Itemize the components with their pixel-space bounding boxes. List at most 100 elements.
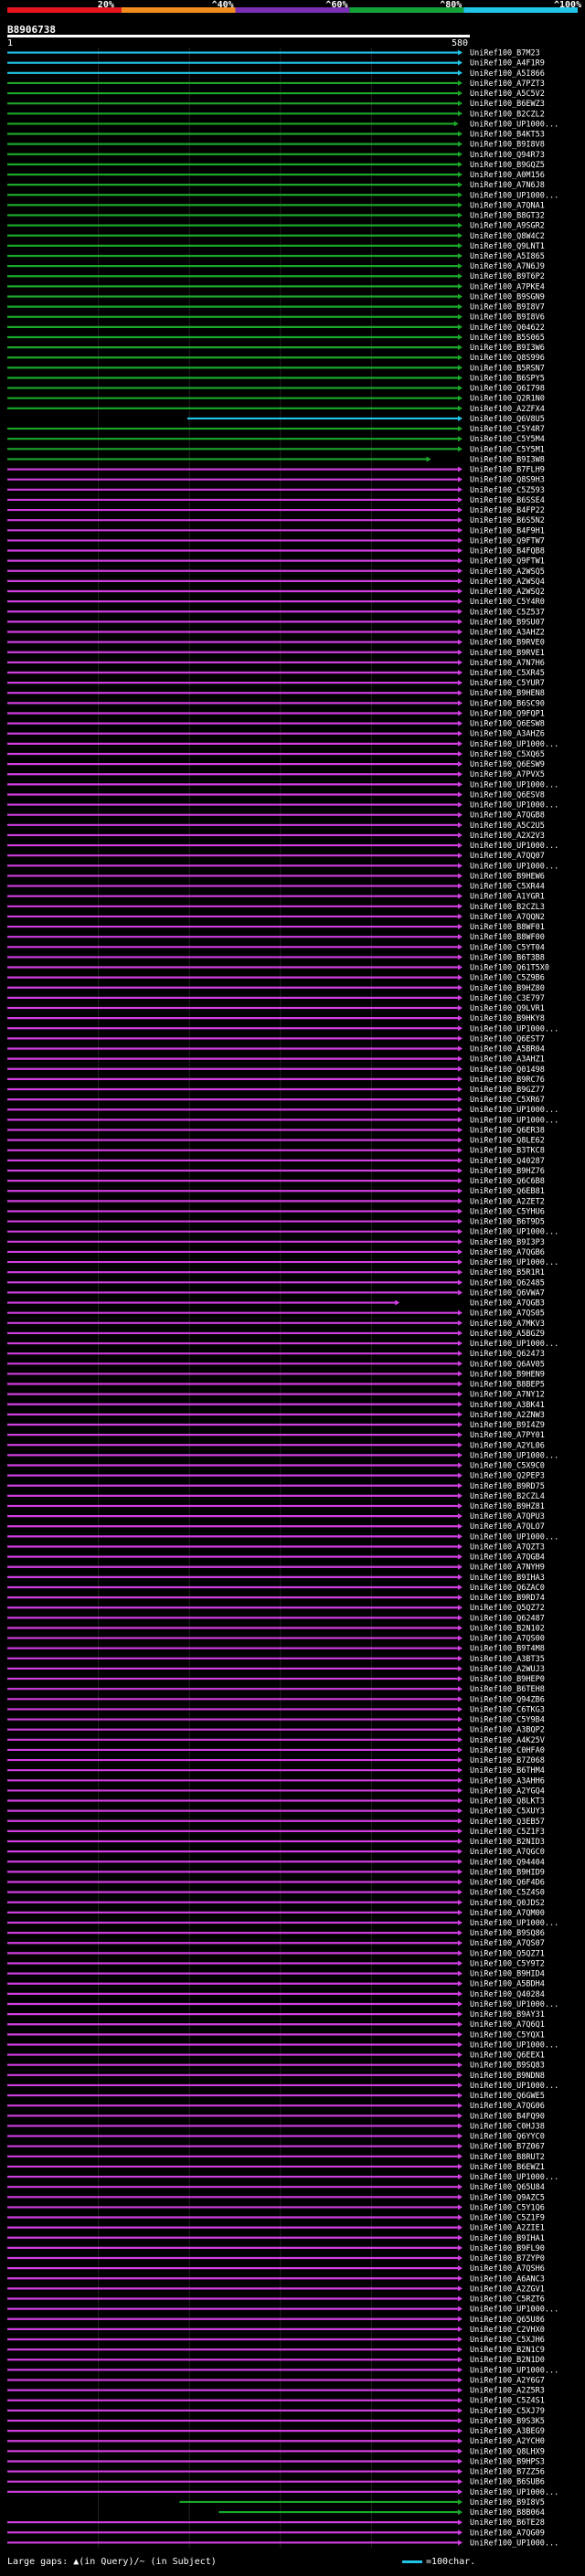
hit-id-label[interactable]: UniRef100_C5Y9T2 xyxy=(470,1959,545,1968)
hit-id-label[interactable]: UniRef100_A2WUJ3 xyxy=(470,1665,545,1674)
hit-row[interactable]: UniRef100_A7QSH6 xyxy=(7,2264,545,2274)
hit-id-label[interactable]: UniRef100_UP1000... xyxy=(470,1532,558,1542)
hit-id-label[interactable]: UniRef100_B6T3B8 xyxy=(470,953,545,962)
hit-row[interactable]: UniRef100_C5XQ65 xyxy=(7,750,545,759)
hit-id-label[interactable]: UniRef100_B6SSE4 xyxy=(470,496,545,505)
hit-row[interactable]: UniRef100_A3AHZ6 xyxy=(7,730,545,739)
hit-row[interactable]: UniRef100_A0M156 xyxy=(7,171,545,180)
hit-id-label[interactable]: UniRef100_A3AHZ1 xyxy=(470,1055,545,1065)
hit-id-label[interactable]: UniRef100_B4KT53 xyxy=(470,131,545,140)
hit-row[interactable]: UniRef100_Q94404 xyxy=(7,1858,545,1867)
hit-row[interactable]: UniRef100_C5Z4S0 xyxy=(7,1889,545,1898)
hit-row[interactable]: UniRef100_A7QGB3 xyxy=(7,1299,545,1309)
hit-row[interactable]: UniRef100_B9HID9 xyxy=(7,1868,545,1877)
hit-row[interactable]: UniRef100_C5Y1Q6 xyxy=(7,2203,545,2212)
hit-row[interactable]: UniRef100_B6SSE4 xyxy=(7,496,545,505)
hit-row[interactable]: UniRef100_Q6F4D6 xyxy=(7,1879,545,1888)
hit-id-label[interactable]: UniRef100_UP1000... xyxy=(470,862,558,871)
hit-id-label[interactable]: UniRef100_UP1000... xyxy=(470,1024,558,1034)
hit-row[interactable]: UniRef100_A2ZET2 xyxy=(7,1197,545,1206)
hit-id-label[interactable]: UniRef100_B2N1D0 xyxy=(470,2356,545,2365)
hit-row[interactable]: UniRef100_A2WSQ5 xyxy=(7,567,545,577)
hit-row[interactable]: UniRef100_Q8S996 xyxy=(7,354,545,363)
hit-id-label[interactable]: UniRef100_B6SC90 xyxy=(470,699,545,708)
hit-id-label[interactable]: UniRef100_A7QS05 xyxy=(470,1309,545,1319)
hit-row[interactable]: UniRef100_A4F1R9 xyxy=(7,59,545,69)
hit-row[interactable]: UniRef100_Q9FTW7 xyxy=(7,536,545,546)
hit-id-label[interactable]: UniRef100_B6SPY5 xyxy=(470,374,545,383)
hit-row[interactable]: UniRef100_B8WF00 xyxy=(7,933,545,942)
hit-row[interactable]: UniRef100_Q6ER38 xyxy=(7,1126,545,1135)
hit-row[interactable]: UniRef100_UP1000... xyxy=(7,2082,558,2091)
hit-id-label[interactable]: UniRef100_Q8LKT3 xyxy=(470,1797,545,1807)
hit-id-label[interactable]: UniRef100_UP1000... xyxy=(470,780,558,790)
hit-row[interactable]: UniRef100_Q8LHX9 xyxy=(7,2447,545,2456)
hit-row[interactable]: UniRef100_A2YL06 xyxy=(7,1441,545,1450)
hit-id-label[interactable]: UniRef100_Q9FTW7 xyxy=(470,536,545,546)
hit-row[interactable]: UniRef100_UP1000... xyxy=(7,2488,558,2497)
hit-row[interactable]: UniRef100_B8BEP5 xyxy=(7,1381,545,1390)
hit-row[interactable]: UniRef100_B6TE28 xyxy=(7,2518,545,2528)
hit-row[interactable]: UniRef100_A7QS07 xyxy=(7,1939,545,1948)
hit-id-label[interactable]: UniRef100_UP1000... xyxy=(470,740,558,749)
hit-id-label[interactable]: UniRef100_UP1000... xyxy=(470,2539,558,2548)
hit-id-label[interactable]: UniRef100_Q0JDS2 xyxy=(470,1899,545,1908)
hit-row[interactable]: UniRef100_Q6EST7 xyxy=(7,1034,545,1044)
hit-id-label[interactable]: UniRef100_A3BT35 xyxy=(470,1655,545,1664)
hit-row[interactable]: UniRef100_C5YUR7 xyxy=(7,679,545,688)
hit-row[interactable]: UniRef100_B7Z068 xyxy=(7,1756,545,1765)
hit-row[interactable]: UniRef100_B9RD74 xyxy=(7,1594,545,1603)
hit-row[interactable]: UniRef100_A1YGR1 xyxy=(7,893,545,902)
hit-row[interactable]: UniRef100_B6THM4 xyxy=(7,1766,545,1776)
hit-row[interactable]: UniRef100_C5XR45 xyxy=(7,669,545,678)
hit-id-label[interactable]: UniRef100_UP1000... xyxy=(470,2306,558,2315)
hit-id-label[interactable]: UniRef100_UP1000... xyxy=(470,2000,558,2009)
hit-id-label[interactable]: UniRef100_B9I8V5 xyxy=(470,2498,545,2507)
hit-row[interactable]: UniRef100_UP1000... xyxy=(7,1116,558,1125)
hit-id-label[interactable]: UniRef100_B9S3K5 xyxy=(470,2417,545,2426)
hit-row[interactable]: UniRef100_C5Y5M4 xyxy=(7,435,545,444)
hit-row[interactable]: UniRef100_Q94R73 xyxy=(7,151,545,160)
hit-id-label[interactable]: UniRef100_A3BEG9 xyxy=(470,2427,545,2436)
hit-row[interactable]: UniRef100_Q8LE62 xyxy=(7,1137,545,1146)
hit-row[interactable]: UniRef100_Q6ZAC0 xyxy=(7,1584,545,1593)
hit-row[interactable]: UniRef100_Q9LNT1 xyxy=(7,242,545,251)
hit-id-label[interactable]: UniRef100_A7N6J9 xyxy=(470,262,545,271)
hit-id-label[interactable]: UniRef100_Q61T5X0 xyxy=(470,964,549,973)
hit-row[interactable]: UniRef100_B2N102 xyxy=(7,1624,545,1633)
hit-id-label[interactable]: UniRef100_Q62487 xyxy=(470,1614,545,1623)
hit-id-label[interactable]: UniRef100_B4F9H1 xyxy=(470,526,545,535)
hit-row[interactable]: UniRef100_Q9AZC5 xyxy=(7,2193,545,2202)
hit-id-label[interactable]: UniRef100_Q6C6B8 xyxy=(470,1177,545,1186)
hit-id-label[interactable]: UniRef100_A7QS00 xyxy=(470,1635,545,1644)
hit-row[interactable]: UniRef100_B9S3K5 xyxy=(7,2417,545,2426)
hit-row[interactable]: UniRef100_B7M23 xyxy=(7,49,540,58)
hit-row[interactable]: UniRef100_B9I3P3 xyxy=(7,1238,545,1247)
hit-id-label[interactable]: UniRef100_B7FLH9 xyxy=(470,466,545,475)
hit-id-label[interactable]: UniRef100_A2Y6G7 xyxy=(470,2376,545,2385)
hit-row[interactable]: UniRef100_C5XJ79 xyxy=(7,2407,545,2416)
hit-id-label[interactable]: UniRef100_A3BK41 xyxy=(470,1401,545,1410)
hit-row[interactable]: UniRef100_UP1000... xyxy=(7,740,558,749)
hit-id-label[interactable]: UniRef100_UP1000... xyxy=(470,1258,558,1267)
hit-row[interactable]: UniRef100_A7N7H6 xyxy=(7,659,545,668)
hit-id-label[interactable]: UniRef100_C5Y9B4 xyxy=(470,1716,545,1725)
hit-row[interactable]: UniRef100_C5Z537 xyxy=(7,608,545,617)
hit-row[interactable]: UniRef100_B9HZ80 xyxy=(7,984,545,993)
hit-row[interactable]: UniRef100_A3BK41 xyxy=(7,1401,545,1410)
hit-id-label[interactable]: UniRef100_C5Y1Q6 xyxy=(470,2203,545,2212)
hit-row[interactable]: UniRef100_B5RSN7 xyxy=(7,364,545,373)
hit-row[interactable]: UniRef100_B6EWZ3 xyxy=(7,100,545,109)
hit-id-label[interactable]: UniRef100_B5RSN7 xyxy=(470,364,545,373)
hit-row[interactable]: UniRef100_UP1000... xyxy=(7,2366,558,2375)
hit-id-label[interactable]: UniRef100_C5XR45 xyxy=(470,669,545,678)
hit-row[interactable]: UniRef100_A5BR04 xyxy=(7,1045,545,1055)
hit-id-label[interactable]: UniRef100_B7ZYP0 xyxy=(470,2254,545,2263)
hit-row[interactable]: UniRef100_A2ZFX4 xyxy=(7,405,545,414)
hit-id-label[interactable]: UniRef100_A7QQN2 xyxy=(470,913,545,922)
hit-id-label[interactable]: UniRef100_B4FP22 xyxy=(470,506,545,515)
hit-row[interactable]: UniRef100_B7ZYP0 xyxy=(7,2254,545,2263)
hit-id-label[interactable]: UniRef100_Q62485 xyxy=(470,1278,545,1288)
hit-id-label[interactable]: UniRef100_B9SQ86 xyxy=(470,1929,545,1938)
hit-id-label[interactable]: UniRef100_B9I3W8 xyxy=(470,455,545,464)
